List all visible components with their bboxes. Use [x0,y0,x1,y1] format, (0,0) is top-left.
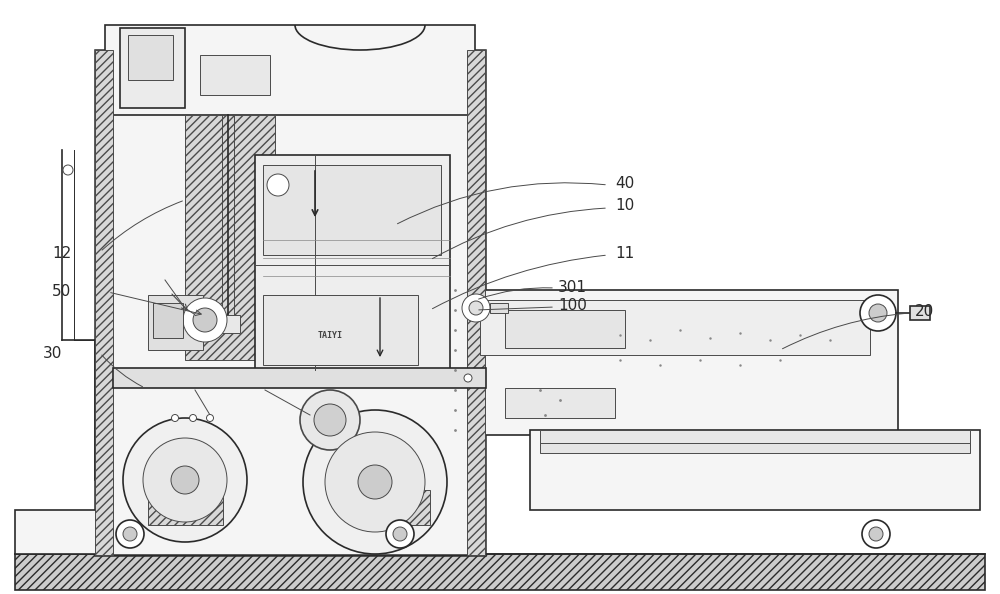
Circle shape [183,298,227,342]
Bar [910,306,930,320]
Bar [255,155,450,370]
Text: 301: 301 [558,280,587,295]
Circle shape [190,415,196,422]
Bar [148,295,203,350]
Circle shape [862,520,890,548]
Circle shape [171,466,199,494]
Bar [95,50,485,555]
Text: 30: 30 [43,346,62,362]
Circle shape [869,527,883,541]
Circle shape [63,165,73,175]
Text: TAIYI: TAIYI [318,330,342,340]
Bar [505,388,615,418]
Circle shape [462,294,490,322]
Circle shape [469,301,483,315]
Bar [218,315,240,333]
Circle shape [314,404,346,436]
Bar [263,165,441,255]
Circle shape [860,295,896,331]
Text: 40: 40 [615,175,634,191]
Bar [113,368,486,388]
Bar [467,50,485,555]
Text: 50: 50 [52,285,71,299]
Bar [530,430,980,510]
Circle shape [116,520,144,548]
Text: 20: 20 [915,305,934,320]
Circle shape [172,415,178,422]
Circle shape [207,415,214,422]
Bar [540,443,970,453]
Bar [355,490,430,525]
Circle shape [386,520,414,548]
Bar [480,300,870,355]
Bar [153,303,183,338]
Text: 11: 11 [615,245,634,261]
Circle shape [123,418,247,542]
Circle shape [464,374,472,382]
Bar [15,510,105,554]
Circle shape [267,174,289,196]
Bar [95,50,113,555]
Bar [200,55,270,95]
Bar [540,430,970,445]
Bar [148,490,223,525]
Text: 12: 12 [52,245,71,261]
Circle shape [303,410,447,554]
Circle shape [325,432,425,532]
Bar [128,35,173,80]
Circle shape [393,527,407,541]
Bar [490,303,508,313]
Circle shape [123,527,137,541]
Circle shape [869,304,887,322]
Circle shape [300,390,360,450]
Circle shape [143,438,227,522]
Bar [263,295,418,365]
Bar [468,290,898,435]
Circle shape [193,308,217,332]
Text: 100: 100 [558,299,587,314]
Circle shape [358,465,392,499]
Bar [505,310,625,348]
Text: 10: 10 [615,198,634,213]
Bar [105,25,475,115]
Bar [15,554,985,590]
Bar [120,28,185,108]
Bar [185,115,275,360]
